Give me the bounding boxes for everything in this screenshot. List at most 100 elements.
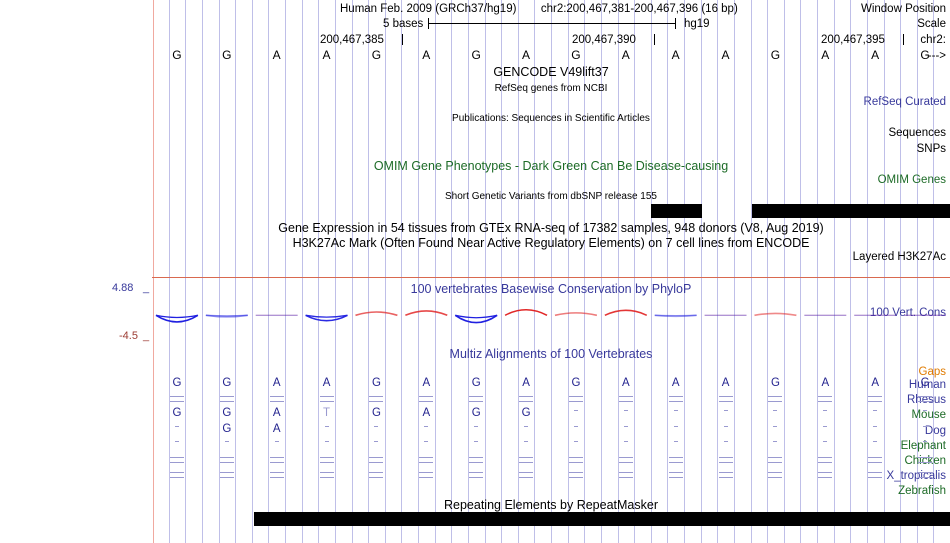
multiz-base: A xyxy=(871,377,880,389)
multiz-base: G xyxy=(521,407,531,420)
sequence-base: A xyxy=(522,48,531,62)
multiz-unaligned-marker xyxy=(668,472,683,482)
gridline xyxy=(485,0,486,543)
dbsnp-variant-bar[interactable] xyxy=(651,204,702,218)
track-title-refseq: RefSeq genes from NCBI xyxy=(494,83,608,94)
row-label-chrom: chr2: xyxy=(920,34,946,46)
scale-bar-right-tick xyxy=(675,18,676,29)
row-label-species-elephant: Elephant xyxy=(900,439,946,452)
multiz-base: A xyxy=(522,377,530,389)
multiz-unaligned-marker xyxy=(568,457,583,467)
multiz-base: G xyxy=(172,377,182,389)
multiz-base: A xyxy=(821,377,830,389)
multiz-gap-marker xyxy=(220,440,234,442)
multiz-unaligned-marker xyxy=(668,396,683,406)
multiz-unaligned-marker xyxy=(169,457,184,467)
sequence-base: A xyxy=(621,48,630,62)
gridline xyxy=(235,0,236,543)
ruler-tick-label: 200,467,385 xyxy=(320,34,384,46)
multiz-base: G xyxy=(770,377,780,389)
multiz-gap-marker xyxy=(918,425,932,427)
gridline xyxy=(701,0,702,543)
assembly-and-position: Human Feb. 2009 (GRCh37/hg19) chr2:200,4… xyxy=(340,3,738,15)
conservation-bar xyxy=(654,314,697,318)
sequence-base: G xyxy=(920,48,930,62)
multiz-gap-marker xyxy=(619,425,633,427)
multiz-unaligned-marker xyxy=(519,472,534,482)
gridline xyxy=(584,0,585,543)
gridline xyxy=(302,0,303,543)
multiz-base: G xyxy=(222,422,232,435)
gridline xyxy=(202,0,203,543)
db-label: hg19 xyxy=(684,18,710,30)
multiz-base: G xyxy=(471,377,481,389)
multiz-base: A xyxy=(422,377,431,389)
multiz-unaligned-marker xyxy=(219,457,234,467)
ruler-tick-mark xyxy=(654,34,655,45)
track-title-multiz: Multiz Alignments of 100 Vertebrates xyxy=(449,347,653,361)
multiz-gap-marker xyxy=(818,410,832,412)
multiz-unaligned-marker xyxy=(419,396,434,406)
multiz-base: A xyxy=(621,377,630,389)
track-title-publications: Publications: Sequences in Scientific Ar… xyxy=(452,113,650,124)
ruler-tick-mark xyxy=(903,34,904,45)
gridline xyxy=(385,0,386,543)
multiz-gap-marker xyxy=(270,440,284,442)
sequence-base: G xyxy=(770,48,781,62)
multiz-gap-marker xyxy=(719,410,733,412)
repeatmasker-element-bar[interactable] xyxy=(254,512,950,526)
conservation-bar xyxy=(405,310,448,317)
multiz-base: A xyxy=(272,377,281,389)
multiz-unaligned-marker xyxy=(718,457,733,467)
multiz-unaligned-marker xyxy=(469,472,484,482)
multiz-gap-marker xyxy=(768,440,782,442)
multiz-unaligned-marker xyxy=(718,472,733,482)
sequence-base: A xyxy=(272,48,281,62)
gridline xyxy=(684,0,685,543)
multiz-unaligned-marker xyxy=(319,396,334,406)
gridline xyxy=(734,0,735,543)
multiz-gap-marker xyxy=(818,425,832,427)
multiz-gap-marker xyxy=(768,410,782,412)
multiz-gap-marker xyxy=(320,425,334,427)
row-label-strand: ---> xyxy=(927,50,946,62)
gridline xyxy=(501,0,502,543)
multiz-gap-marker xyxy=(569,425,583,427)
gridline xyxy=(335,0,336,543)
row-label-layered-h3k27ac: Layered H3K27Ac xyxy=(852,251,946,263)
gridline xyxy=(601,0,602,543)
multiz-unaligned-marker xyxy=(369,457,384,467)
multiz-gap-marker xyxy=(469,425,483,427)
conservation-bar xyxy=(305,314,348,322)
multiz-base: G xyxy=(222,377,232,389)
multiz-gap-marker xyxy=(669,410,683,412)
multiz-gap-marker xyxy=(868,425,882,427)
scale-text: 5 bases xyxy=(383,18,424,30)
multiz-gap-marker xyxy=(519,440,533,442)
position-label: chr2:200,467,381-200,467,396 (16 bp) xyxy=(540,3,738,15)
track-title-gencode: GENCODE V49lift37 xyxy=(493,65,609,79)
conservation-phylop-plot xyxy=(155,308,947,324)
row-label-species-x_tropicalis: X_tropicalis xyxy=(886,470,946,483)
conservation-bar-mirror xyxy=(305,314,348,318)
row-label-window-position: Window Position xyxy=(860,3,946,15)
multiz-gap-marker xyxy=(768,425,782,427)
multiz-gap-marker xyxy=(619,410,633,412)
multiz-unaligned-marker xyxy=(868,472,883,482)
multiz-unaligned-marker xyxy=(169,472,184,482)
conservation-bar xyxy=(355,311,398,317)
multiz-unaligned-marker xyxy=(568,396,583,406)
track-left-border xyxy=(153,0,154,543)
gridline xyxy=(185,0,186,543)
track-title-conservation: 100 vertebrates Basewise Conservation by… xyxy=(410,282,692,296)
sequence-base: A xyxy=(871,48,880,62)
dbsnp-variant-bar[interactable] xyxy=(752,204,950,218)
track-title-dbsnp: Short Genetic Variants from dbSNP releas… xyxy=(445,191,657,202)
multiz-base: A xyxy=(322,377,331,389)
conservation-axis-min: -4.5 xyxy=(119,330,138,342)
gridline xyxy=(285,0,286,543)
multiz-unaligned-marker xyxy=(818,457,833,467)
gridline xyxy=(551,0,552,543)
multiz-unaligned-marker xyxy=(269,396,284,406)
